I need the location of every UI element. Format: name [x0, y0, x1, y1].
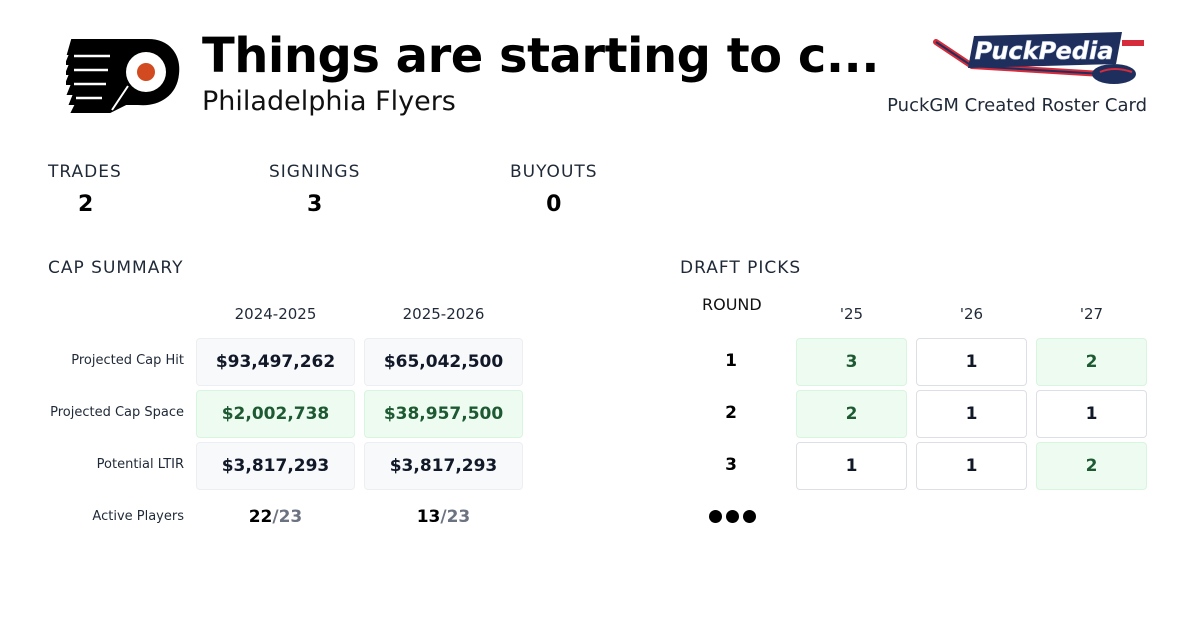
puckpedia-logo-icon: PuckPedia: [932, 28, 1152, 92]
draft-picks-title: DRAFT PICKS: [680, 258, 802, 278]
round-number: 1: [725, 351, 737, 371]
flyers-logo-icon: [64, 34, 182, 116]
cap-space-2025: $38,957,500: [364, 390, 523, 438]
pick-r1-25: 3: [796, 338, 907, 386]
year-header: '26: [959, 305, 984, 323]
cap-hit-2024: $93,497,262: [196, 338, 355, 386]
pick-r3-25: 1: [796, 442, 907, 490]
row-label: Projected Cap Space: [50, 405, 184, 420]
page-title: Things are starting to c...: [202, 28, 880, 84]
stat-signings: SIGNINGS 3: [269, 162, 360, 217]
active-count: 22: [248, 507, 273, 527]
pick-r3-26: 1: [916, 442, 1027, 490]
stat-buyouts: BUYOUTS 0: [510, 162, 598, 217]
stat-label: TRADES: [48, 162, 122, 182]
stat-value: 0: [546, 192, 562, 217]
stat-label: BUYOUTS: [510, 162, 598, 182]
pick-r3-27: 2: [1036, 442, 1147, 490]
ltir-2025: $3,817,293: [364, 442, 523, 490]
active-players-2025: 13/23: [364, 507, 523, 527]
pick-r2-25: 2: [796, 390, 907, 438]
season-header: 2025-2026: [402, 305, 485, 323]
cap-summary-title: CAP SUMMARY: [48, 258, 184, 278]
year-header: '27: [1079, 305, 1104, 323]
season-header: 2024-2025: [234, 305, 317, 323]
round-header: ROUND: [702, 295, 762, 314]
ellipsis-icon: [709, 510, 756, 523]
pick-r1-26: 1: [916, 338, 1027, 386]
pick-r2-26: 1: [916, 390, 1027, 438]
stat-trades: TRADES 2: [48, 162, 122, 217]
row-label: Projected Cap Hit: [71, 353, 184, 368]
active-players-2024: 22/23: [196, 507, 355, 527]
row-label: Active Players: [92, 509, 184, 524]
year-header: '25: [839, 305, 864, 323]
active-count: 13: [416, 507, 441, 527]
stat-value: 2: [78, 192, 94, 217]
cap-hit-2025: $65,042,500: [364, 338, 523, 386]
brand-caption: PuckGM Created Roster Card: [887, 95, 1147, 116]
pick-r1-27: 2: [1036, 338, 1147, 386]
team-name: Philadelphia Flyers: [202, 86, 456, 117]
round-number: 2: [725, 403, 737, 423]
ltir-2024: $3,817,293: [196, 442, 355, 490]
stat-value: 3: [307, 192, 323, 217]
pick-r2-27: 1: [1036, 390, 1147, 438]
svg-text:PuckPedia: PuckPedia: [975, 37, 1114, 65]
round-number: 3: [725, 455, 737, 475]
cap-space-2024: $2,002,738: [196, 390, 355, 438]
row-label: Potential LTIR: [96, 457, 184, 472]
active-max: /23: [440, 507, 471, 527]
stat-label: SIGNINGS: [269, 162, 361, 182]
active-max: /23: [272, 507, 303, 527]
